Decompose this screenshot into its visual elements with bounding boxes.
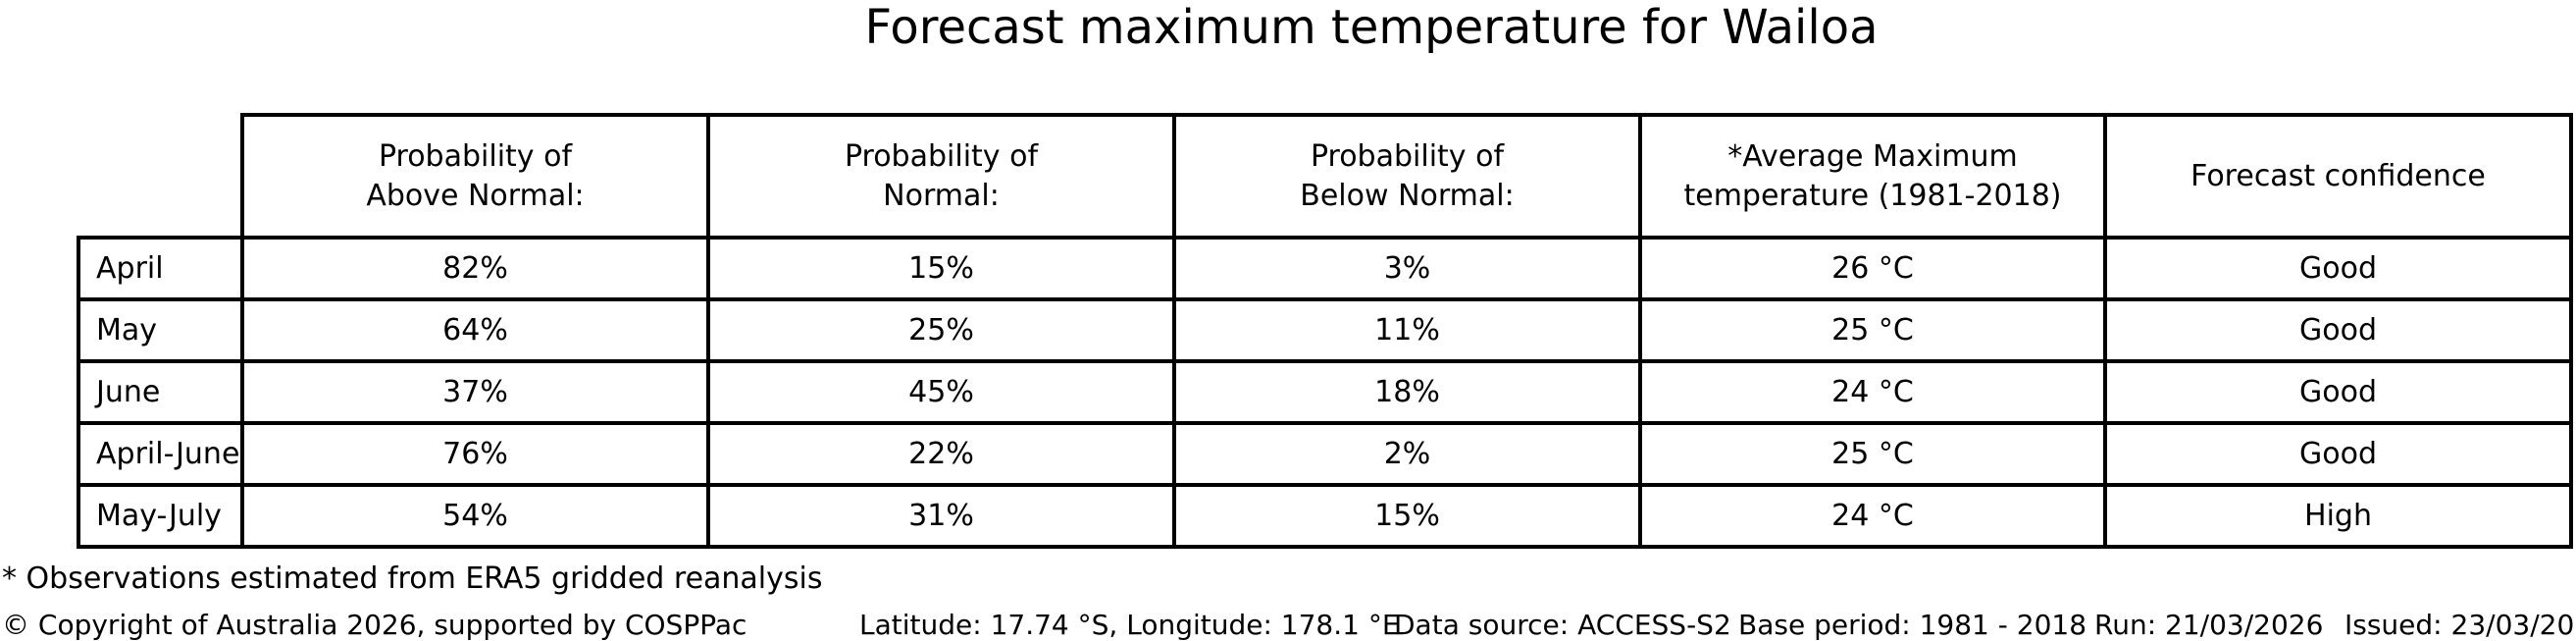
cell-average-max-temperature: 25 °C xyxy=(1638,421,2107,487)
cell-normal: 45% xyxy=(706,359,1176,425)
footer-base-period: Base period: 1981 - 2018 xyxy=(1738,609,2087,641)
forecast-table: Probability of Above Normal: Probability… xyxy=(77,113,2573,549)
cell-forecast-confidence: Good xyxy=(2103,236,2573,301)
cell-below-normal: 15% xyxy=(1172,483,1642,549)
page-title: Forecast maximum temperature for Wailoa xyxy=(864,0,1879,55)
cell-above-normal: 82% xyxy=(240,236,710,301)
footer-issued-date: Issued: 23/03/2026 xyxy=(2344,609,2576,641)
column-header-above-normal: Probability of Above Normal: xyxy=(240,113,710,240)
cell-average-max-temperature: 25 °C xyxy=(1638,297,2107,363)
footer-lat-long: Latitude: 17.74 °S, Longitude: 178.1 °E xyxy=(859,609,1400,641)
cell-above-normal: 64% xyxy=(240,297,710,363)
footer-data-source: Data source: ACCESS-S2 xyxy=(1394,609,1731,641)
column-header-normal: Probability of Normal: xyxy=(706,113,1176,240)
cell-average-max-temperature: 26 °C xyxy=(1638,236,2107,301)
row-label: May-July xyxy=(77,483,244,549)
cell-forecast-confidence: Good xyxy=(2103,297,2573,363)
cell-forecast-confidence: Good xyxy=(2103,421,2573,487)
cell-average-max-temperature: 24 °C xyxy=(1638,359,2107,425)
table-row-may-july: May-July 54% 31% 15% 24 °C High xyxy=(77,483,2573,549)
footer-copyright: © Copyright of Australia 2026, supported… xyxy=(2,609,747,641)
cell-forecast-confidence: Good xyxy=(2103,359,2573,425)
table-header-row: Probability of Above Normal: Probability… xyxy=(78,113,2573,240)
row-label: April xyxy=(77,236,244,301)
cell-normal: 31% xyxy=(706,483,1176,549)
row-label: June xyxy=(77,359,244,425)
cell-below-normal: 18% xyxy=(1172,359,1642,425)
row-label: April-June xyxy=(77,421,244,487)
cell-above-normal: 76% xyxy=(240,421,710,487)
cell-above-normal: 37% xyxy=(240,359,710,425)
table-row-april: April 82% 15% 3% 26 °C Good xyxy=(77,236,2573,301)
footer-run-date: Run: 21/03/2026 xyxy=(2094,609,2324,641)
table-row-june: June 37% 45% 18% 24 °C Good xyxy=(77,359,2573,425)
column-header-average-max-temperature: *Average Maximum temperature (1981-2018) xyxy=(1638,113,2107,240)
cell-normal: 15% xyxy=(706,236,1176,301)
cell-average-max-temperature: 24 °C xyxy=(1638,483,2107,549)
cell-normal: 22% xyxy=(706,421,1176,487)
cell-below-normal: 2% xyxy=(1172,421,1642,487)
table-row-april-june: April-June 76% 22% 2% 25 °C Good xyxy=(77,421,2573,487)
column-header-below-normal: Probability of Below Normal: xyxy=(1172,113,1642,240)
cell-below-normal: 3% xyxy=(1172,236,1642,301)
cell-below-normal: 11% xyxy=(1172,297,1642,363)
column-header-forecast-confidence: Forecast confidence xyxy=(2103,113,2573,240)
cell-above-normal: 54% xyxy=(240,483,710,549)
cell-normal: 25% xyxy=(706,297,1176,363)
row-label: May xyxy=(77,297,244,363)
cell-forecast-confidence: High xyxy=(2103,483,2573,549)
table-row-may: May 64% 25% 11% 25 °C Good xyxy=(77,297,2573,363)
footnote-observations: * Observations estimated from ERA5 gridd… xyxy=(2,561,823,596)
corner-empty-cell xyxy=(78,115,242,238)
